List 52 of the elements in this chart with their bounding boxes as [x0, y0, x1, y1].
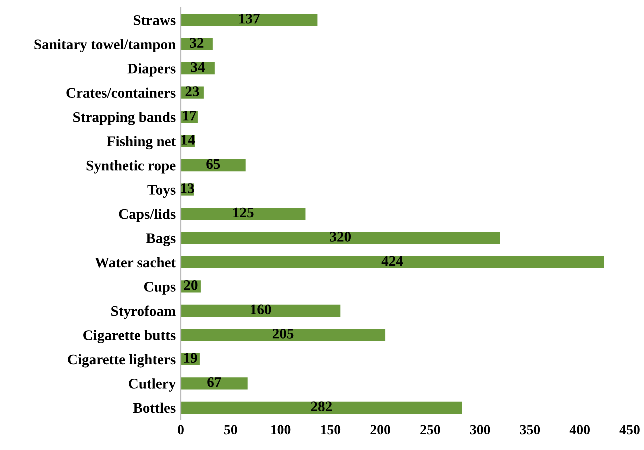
x-tick-label: 350 [520, 425, 540, 435]
y-tick-label: Cutlery [129, 378, 176, 392]
y-tick-label: Styrofoam [112, 306, 176, 320]
y-tick-label: Diapers [128, 64, 176, 77]
data-label: 32 [190, 38, 204, 48]
y-tick-label: Cigarette lighters [68, 354, 176, 368]
data-label: 137 [240, 14, 260, 24]
data-label: 20 [184, 280, 198, 290]
y-tick-label: Crates/containers [66, 88, 176, 98]
data-label: 67 [208, 377, 222, 388]
y-tick-label: Cigarette butts [84, 330, 176, 344]
bar [181, 378, 248, 390]
y-tick-label: Synthetic rope [86, 160, 176, 174]
x-tick-label: 150 [321, 425, 341, 435]
x-tick-label: 250 [420, 425, 440, 435]
data-label: 23 [186, 86, 200, 96]
y-tick-label: Caps/lids [119, 208, 176, 222]
x-tick-label: 100 [271, 425, 291, 435]
bar [181, 232, 500, 244]
data-label: 125 [234, 208, 254, 218]
x-tick-label: 400 [570, 425, 590, 435]
y-tick-label: Bags [146, 234, 176, 246]
y-tick-label: Water sachet [95, 257, 176, 268]
x-tick-label: 450 [620, 425, 640, 435]
bar [181, 329, 386, 342]
x-tick-label: 50 [224, 425, 238, 435]
y-tick-label: Sanitary towel/tampon [34, 39, 176, 53]
data-label: 34 [191, 62, 205, 72]
y-tick-label: Bottles [133, 402, 176, 414]
x-tick-label: 300 [470, 425, 490, 435]
bar [181, 304, 341, 317]
data-label: 19 [184, 353, 198, 364]
y-tick-label: Cups [144, 282, 176, 295]
y-tick-label: Toys [148, 185, 176, 198]
data-label: 320 [330, 232, 352, 242]
data-label: 160 [251, 304, 272, 315]
y-tick-label: Strapping bands [74, 112, 176, 126]
bar [181, 402, 462, 414]
y-tick-label: Straws [134, 16, 176, 26]
data-label: 205 [272, 328, 294, 339]
bar [181, 208, 306, 220]
x-tick-label: 200 [370, 425, 390, 435]
data-label: 17 [183, 110, 196, 121]
data-label: 282 [311, 402, 332, 412]
data-label: 65 [206, 159, 220, 170]
bar [181, 14, 318, 26]
x-tick-label: 0 [178, 425, 184, 435]
data-label: 424 [382, 256, 404, 266]
y-tick-label: Fishing net [107, 136, 176, 150]
data-label: 14 [182, 135, 196, 145]
bar [181, 256, 604, 269]
bar [181, 159, 246, 172]
